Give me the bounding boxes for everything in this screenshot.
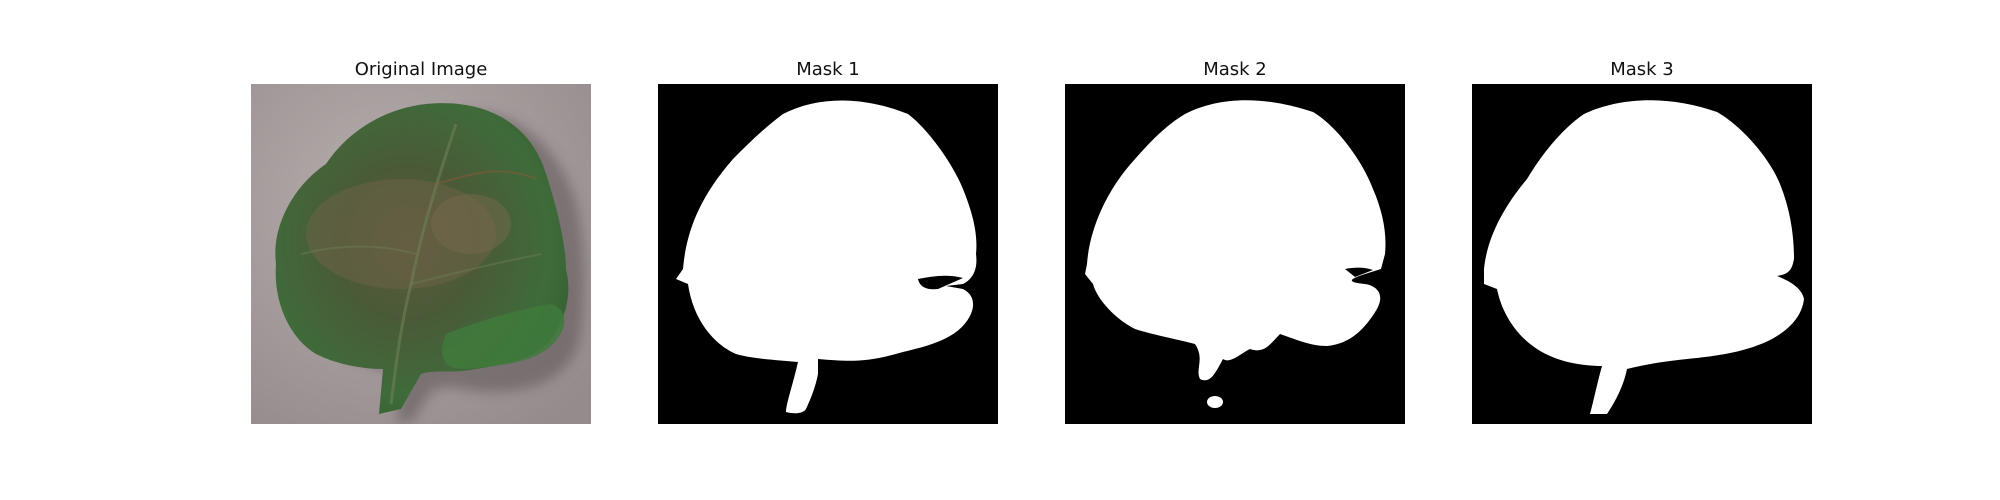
mask-foreground: [1484, 100, 1804, 415]
mask-speck: [1207, 396, 1223, 408]
panel-title: Mask 3: [1610, 59, 1674, 80]
panel-original-image: Original Image: [251, 56, 591, 424]
leaf-lobe: [442, 304, 565, 370]
mask-notch: [1345, 267, 1373, 277]
mask-notch: [918, 275, 963, 290]
panel-title: Mask 1: [796, 59, 860, 80]
mask-speck: [1307, 252, 1319, 256]
leaf-vein: [410, 253, 542, 285]
disease-patch: [306, 179, 496, 289]
panel-title: Mask 2: [1203, 59, 1267, 80]
panel-title: Original Image: [354, 59, 488, 80]
disease-patch: [431, 194, 511, 254]
mask-foreground: [676, 100, 977, 414]
leaf-vein: [435, 170, 537, 185]
mask-3-image: [1472, 84, 1812, 424]
panel-mask-2: Mask 2: [1065, 56, 1405, 424]
panel-mask-3: Mask 3: [1472, 56, 1812, 424]
mask-1-image: [658, 84, 998, 424]
panel-mask-1: Mask 1: [658, 56, 998, 424]
mask-2-image: [1065, 84, 1405, 424]
mask-foreground: [1085, 100, 1386, 381]
leaf-vein: [389, 123, 458, 405]
leaf-vein: [300, 245, 417, 255]
leaf-photo: [251, 84, 591, 424]
